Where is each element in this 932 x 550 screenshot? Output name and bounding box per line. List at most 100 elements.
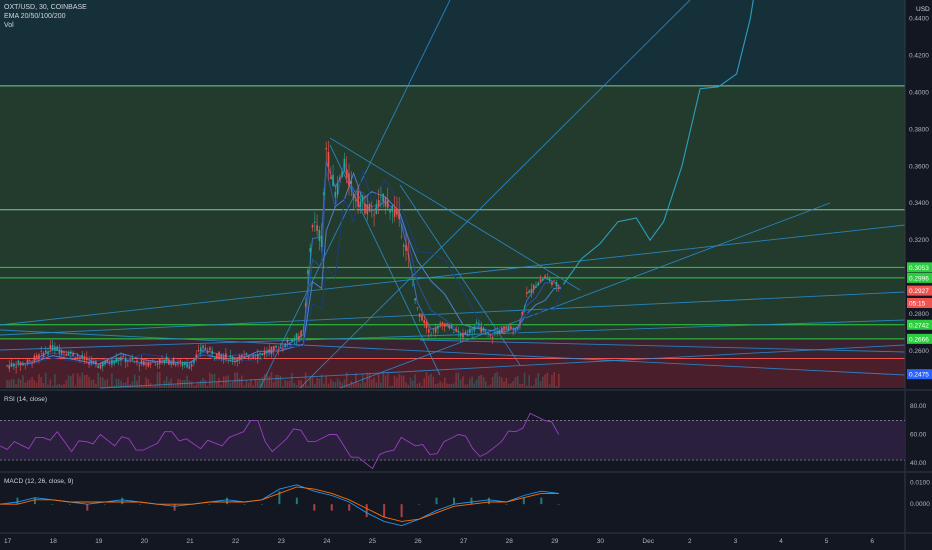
volume-bar: [277, 374, 280, 388]
candle-body: [537, 282, 540, 286]
trendline: [99, 344, 906, 389]
candle-body: [108, 362, 111, 364]
rsi-tick-label: 80.00: [910, 403, 927, 410]
price-tag: [907, 272, 932, 283]
volume-bar: [168, 381, 170, 388]
volume-bar: [462, 376, 464, 388]
candle-body: [535, 286, 537, 288]
candle-body: [211, 350, 213, 355]
volume-bar: [234, 372, 236, 388]
candle-body: [448, 324, 451, 329]
macd-histogram-bar: [260, 504, 263, 505]
volume-bar: [49, 379, 52, 388]
candle-body: [455, 328, 457, 332]
macd-histogram-bar: [383, 504, 386, 518]
volume-bar: [551, 374, 553, 388]
price-tag-label: 0.2996: [909, 275, 929, 282]
candle-body: [503, 326, 505, 330]
volume-bar: [500, 377, 503, 388]
candle-body: [120, 357, 122, 361]
candle-body: [42, 352, 45, 357]
candle-body: [478, 323, 480, 325]
candle-body: [286, 339, 289, 343]
candle-body: [51, 345, 54, 351]
candle-body: [350, 180, 353, 185]
candle-body: [140, 360, 143, 364]
volume-bar: [557, 373, 560, 388]
candle-body: [236, 359, 239, 362]
volume-bar: [496, 372, 498, 388]
volume-bar: [229, 382, 232, 388]
volume-bar: [120, 380, 122, 388]
candle-body: [250, 358, 252, 359]
volume-bar: [514, 377, 517, 388]
time-tick-label: 17: [4, 538, 12, 545]
volume-bar: [44, 372, 47, 388]
rsi-band-fill: [0, 420, 905, 461]
volume-bar: [480, 374, 483, 388]
volume-bar: [384, 375, 387, 388]
volume-bar: [423, 378, 426, 388]
candle-body: [215, 353, 218, 359]
candle-body: [309, 248, 312, 253]
volume-bar: [391, 385, 394, 388]
candle-body: [464, 332, 467, 335]
macd-signal-line: [0, 486, 559, 522]
candle-body: [254, 357, 257, 359]
volume-bar: [22, 375, 24, 388]
candle-body: [47, 351, 49, 354]
candle-body: [441, 322, 444, 325]
candle-body: [90, 360, 93, 364]
volume-bar: [498, 376, 501, 388]
candle-body: [74, 357, 77, 359]
candle-body: [320, 235, 323, 247]
volume-bar: [174, 384, 177, 388]
candle-body: [106, 359, 109, 363]
volume-bar: [510, 383, 512, 388]
volume-bar: [318, 378, 321, 388]
candle-body: [136, 360, 138, 363]
candle-body: [528, 290, 530, 293]
candle-body: [443, 323, 446, 327]
candle-body: [434, 327, 437, 333]
volume-bar: [92, 379, 95, 388]
candle-body: [327, 152, 330, 168]
macd-line: [0, 484, 559, 527]
volume-bar: [478, 375, 480, 388]
candle-body: [209, 347, 211, 351]
volume-bar: [136, 380, 138, 388]
candle-body: [245, 352, 248, 355]
candle-body: [143, 361, 145, 366]
macd-histogram-bar: [400, 504, 403, 518]
volume-bar: [450, 383, 453, 388]
candle-body: [423, 320, 426, 324]
volume-bar: [314, 384, 316, 388]
trendline: [339, 202, 831, 389]
candle-body: [548, 278, 551, 281]
time-tick-label: 5: [825, 538, 829, 545]
candle-body: [243, 354, 245, 356]
volume-bar: [154, 384, 156, 388]
time-tick-label: 24: [323, 538, 331, 545]
volume-bar: [293, 382, 296, 388]
candle-body: [263, 351, 266, 355]
volume-bar: [446, 383, 448, 388]
price-tag-label: 0.3053: [909, 265, 929, 272]
volume-bar: [361, 374, 364, 388]
volume-bar: [225, 376, 227, 388]
volume-bar: [393, 375, 396, 388]
candle-body: [147, 362, 150, 367]
volume-bar: [241, 375, 243, 388]
candle-body: [54, 346, 56, 351]
macd-histogram-bar: [225, 497, 228, 505]
candle-body: [186, 363, 188, 368]
volume-bar: [204, 379, 207, 388]
volume-bar: [546, 372, 549, 388]
volume-bar: [15, 384, 17, 388]
volume-bar: [54, 373, 56, 388]
volume-bar: [67, 375, 70, 388]
candle-body: [124, 357, 127, 363]
price-tick-label: 0.3600: [909, 163, 929, 170]
time-tick-label: 27: [460, 538, 468, 545]
